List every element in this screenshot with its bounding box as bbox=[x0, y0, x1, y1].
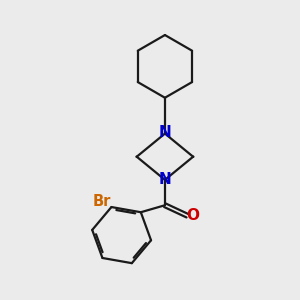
Text: O: O bbox=[186, 208, 199, 223]
Text: N: N bbox=[159, 125, 171, 140]
Text: Br: Br bbox=[93, 194, 111, 209]
Text: N: N bbox=[159, 172, 171, 187]
